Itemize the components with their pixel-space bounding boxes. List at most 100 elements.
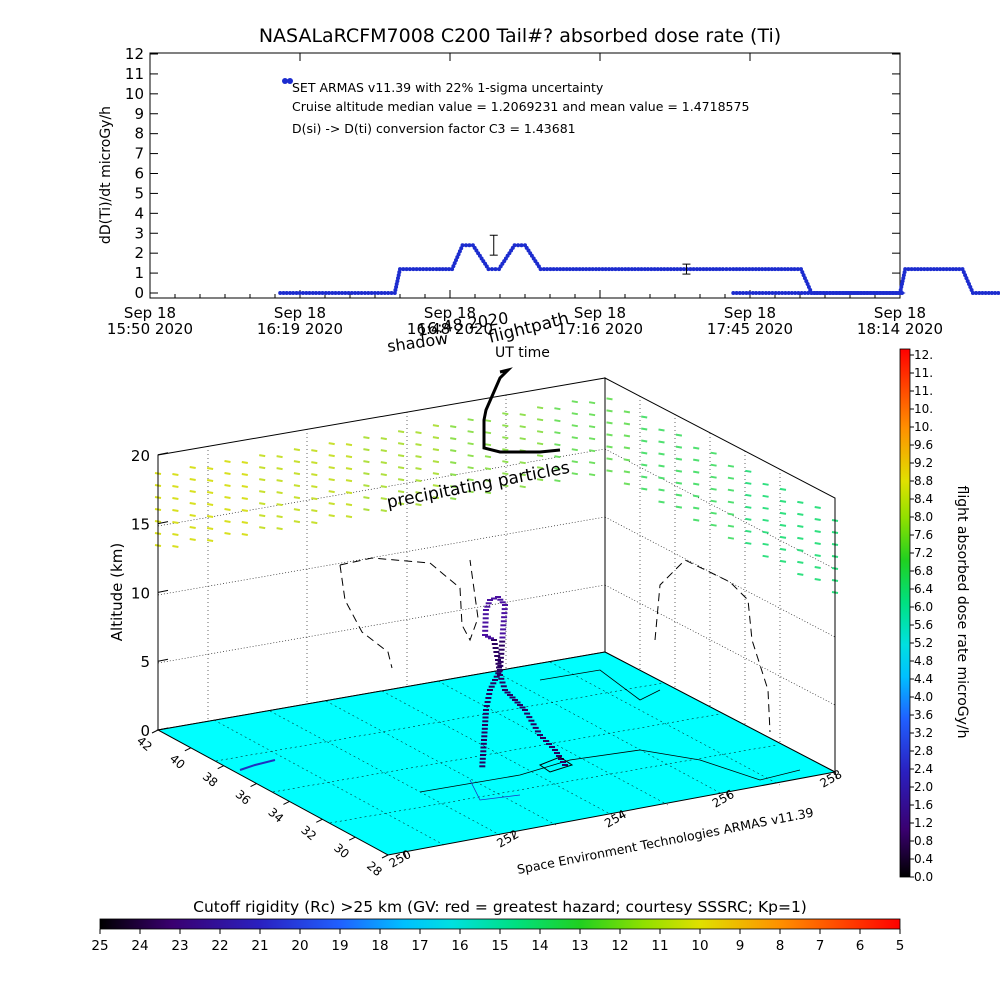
data-point [731,267,736,272]
data-point [396,276,400,281]
dose-colorbar-gradient [899,348,911,878]
data-point [397,270,402,275]
data-point [320,291,325,295]
particle-mark [259,466,266,470]
lat-tick-label: 34 [266,805,287,826]
particle-mark [727,488,735,492]
particle-mark [641,439,648,443]
data-point [786,267,790,272]
rigidity-tick-label: 13 [571,938,588,954]
data-point [760,267,765,272]
data-point [440,267,445,272]
dose-tick-label: 2.4 [914,762,933,776]
data-point [639,267,644,272]
data-point [424,267,429,272]
data-point [974,291,979,295]
particle-mark [762,482,769,486]
data-point [747,267,752,272]
particle-mark [432,484,440,488]
data-point [840,291,845,295]
data-point [830,291,835,295]
particle-mark [675,445,683,449]
annotation-2: D(si) -> D(ti) conversion factor C3 = 1.… [292,121,576,136]
particle-mark [710,487,717,491]
data-point [359,291,364,295]
altitude-label: Altitude (km) [108,543,126,641]
data-point [817,291,822,295]
particle-mark [380,461,387,465]
data-point [278,291,283,295]
data-point [922,267,927,272]
data-point [865,291,870,295]
lat-tick-label: 30 [331,841,352,862]
rigidity-tick-label: 9 [736,938,745,954]
x-tick-label: 18:14 2020 [857,320,943,338]
data-point [767,291,772,295]
lat-tick-label: 40 [167,751,188,772]
flightpath-shadow-top [482,367,561,454]
data-point [623,267,628,272]
data-point [587,267,592,272]
particle-mark [311,485,318,489]
dose-tick-label: 7.2 [914,546,933,560]
data-point [906,267,911,272]
particle-mark [623,410,631,414]
y-axis-label: dD(Ti)/dt microGy/h [98,106,114,244]
data-point [806,285,811,289]
particle-mark [484,419,492,423]
data-point [389,291,394,295]
particle-mark [779,487,787,491]
data-point [783,291,788,295]
dose-tick-label: 3.6 [914,708,933,722]
data-point [714,267,719,272]
data-point [396,273,401,278]
particle-mark [519,425,526,429]
data-point [372,291,377,295]
legend-marker [287,78,293,84]
data-point [427,267,432,272]
data-point [731,291,736,295]
data-point [655,267,660,272]
particle-mark [779,535,787,539]
rigidity-tick-label: 16 [451,938,468,954]
particle-mark [397,490,405,494]
particle-mark [641,487,648,491]
data-point [567,267,572,272]
particle-mark [345,467,353,471]
data-point [291,291,296,295]
data-point [869,291,874,295]
particle-mark [172,473,179,476]
data-point [369,291,374,295]
particle-mark [641,427,648,431]
ut-time-label: UT time [495,345,550,361]
x-tick-label: 17:16 2020 [557,320,643,338]
particle-mark [814,566,821,569]
data-point [900,279,905,284]
data-point [969,288,974,292]
x-tick-label: 15:50 2020 [107,320,193,338]
data-point [744,267,749,272]
data-point [753,267,758,272]
data-point [898,288,903,292]
particle-mark [554,455,561,459]
data-point [766,267,771,272]
particle-mark [797,572,804,576]
data-point [833,291,838,295]
data-point [594,267,598,272]
data-point [747,291,752,295]
x-tick-label: 17:45 2020 [707,320,793,338]
data-point [512,243,517,248]
dose-tick-label: 3.2 [914,726,933,740]
particle-mark [484,443,492,447]
data-point [853,291,858,295]
data-point [353,291,358,295]
particle-mark [641,451,648,455]
data-point [894,291,899,295]
series-set-armas-segment-line [733,268,1000,294]
particle-mark [606,397,613,401]
particle-mark [710,451,717,455]
particle-mark [432,424,440,428]
data-point [561,267,566,272]
